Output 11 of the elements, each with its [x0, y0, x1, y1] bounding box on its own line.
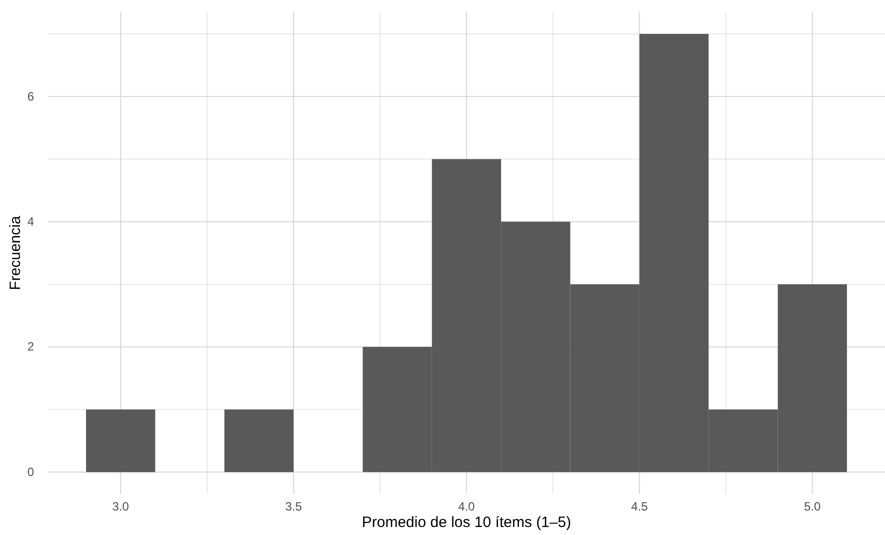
x-tick-label: 4.5 — [631, 500, 648, 514]
x-tick-label: 5.0 — [804, 500, 822, 514]
x-tick-label: 3.5 — [285, 500, 302, 514]
x-tick-label: 4.0 — [458, 500, 476, 514]
y-tick-label: 6 — [27, 89, 34, 104]
y-tick-label: 2 — [27, 340, 34, 354]
y-tick-label: 4 — [27, 214, 34, 229]
y-tick-label: 0 — [27, 464, 34, 479]
x-axis-title: Promedio de los 10 ítems (1–5) — [362, 514, 572, 531]
y-axis-title: Frecuencia — [7, 215, 24, 290]
x-tick-label: 3.0 — [112, 500, 130, 514]
